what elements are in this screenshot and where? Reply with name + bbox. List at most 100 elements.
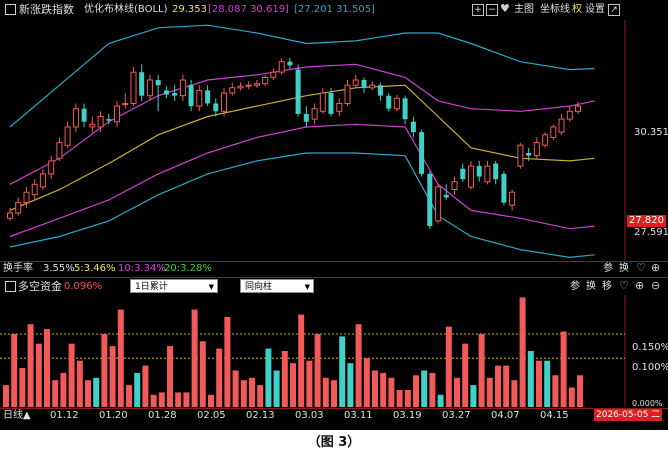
settings-button[interactable]: 设置 bbox=[585, 4, 605, 15]
candle[interactable] bbox=[402, 95, 408, 125]
candle[interactable] bbox=[575, 101, 581, 114]
turnover-zoom-icon[interactable]: ⊕ bbox=[651, 261, 661, 274]
candle[interactable] bbox=[419, 129, 425, 177]
candle[interactable] bbox=[205, 85, 211, 107]
capital-bar[interactable] bbox=[265, 348, 272, 407]
capital-bar[interactable] bbox=[372, 370, 378, 408]
candle[interactable] bbox=[311, 103, 318, 125]
capital-bar[interactable] bbox=[232, 370, 239, 408]
capital-bar[interactable] bbox=[3, 385, 9, 407]
plus-icon[interactable]: + bbox=[472, 4, 484, 16]
candle[interactable] bbox=[427, 171, 433, 229]
candle[interactable] bbox=[393, 94, 400, 112]
candle[interactable] bbox=[509, 189, 516, 211]
candle[interactable] bbox=[97, 111, 104, 133]
capital-bar[interactable] bbox=[413, 375, 419, 407]
capital-bar[interactable] bbox=[396, 390, 403, 407]
capital-bar[interactable] bbox=[331, 380, 337, 407]
candle[interactable] bbox=[386, 93, 392, 112]
capital-bar[interactable] bbox=[281, 351, 288, 407]
candle[interactable] bbox=[377, 82, 383, 101]
capital-bar[interactable] bbox=[93, 377, 100, 407]
turnover-fav-icon[interactable]: ♡ bbox=[636, 261, 646, 274]
capital-bar[interactable] bbox=[421, 370, 428, 408]
capital-bar[interactable] bbox=[560, 331, 567, 408]
candle[interactable] bbox=[295, 64, 301, 117]
candle[interactable] bbox=[196, 85, 203, 112]
candle[interactable] bbox=[262, 74, 269, 87]
capital-bar[interactable] bbox=[454, 377, 460, 407]
capital-bar[interactable] bbox=[68, 343, 75, 407]
rights-button[interactable]: 权 bbox=[572, 4, 582, 15]
capital-bar[interactable] bbox=[11, 334, 18, 407]
capital-zoom-out-icon[interactable]: ⊖ bbox=[651, 279, 661, 292]
capital-bar[interactable] bbox=[240, 380, 247, 407]
candle[interactable] bbox=[361, 77, 367, 94]
capital-bar[interactable] bbox=[199, 341, 206, 407]
capital-bar[interactable] bbox=[52, 380, 59, 407]
capital-bar[interactable] bbox=[290, 363, 296, 407]
candle[interactable] bbox=[188, 80, 194, 112]
candle[interactable] bbox=[460, 163, 466, 182]
turnover-swap-button[interactable]: 换 bbox=[619, 263, 629, 274]
capital-bar[interactable] bbox=[363, 358, 370, 407]
candle[interactable] bbox=[344, 80, 351, 107]
indicator-name[interactable]: 优化布林线(BOLL) bbox=[84, 4, 168, 15]
capital-bar[interactable] bbox=[544, 360, 551, 407]
capital-bar[interactable] bbox=[273, 370, 280, 408]
candle[interactable] bbox=[319, 87, 326, 114]
candle[interactable] bbox=[558, 113, 565, 135]
candle[interactable] bbox=[15, 197, 22, 216]
capital-param-button[interactable]: 参 bbox=[570, 281, 580, 292]
candle[interactable] bbox=[114, 100, 120, 127]
candle[interactable] bbox=[517, 142, 524, 169]
candle[interactable] bbox=[550, 124, 557, 140]
capital-bar[interactable] bbox=[380, 372, 387, 407]
candle[interactable] bbox=[435, 184, 442, 224]
candle[interactable] bbox=[468, 160, 474, 190]
capital-bar[interactable] bbox=[44, 329, 50, 407]
candle[interactable] bbox=[237, 82, 244, 91]
capital-bar[interactable] bbox=[470, 385, 477, 407]
capital-bar[interactable] bbox=[404, 390, 411, 407]
capital-bar[interactable] bbox=[355, 324, 362, 407]
candle[interactable] bbox=[64, 121, 71, 148]
capital-bar[interactable] bbox=[158, 392, 165, 407]
main-chart-button[interactable]: 主图 bbox=[514, 4, 534, 15]
capital-bar[interactable] bbox=[257, 385, 264, 407]
candle[interactable] bbox=[336, 98, 343, 117]
capital-bar[interactable] bbox=[536, 360, 542, 407]
candle[interactable] bbox=[328, 87, 334, 117]
capital-bar[interactable] bbox=[167, 346, 173, 407]
candle[interactable] bbox=[245, 81, 252, 90]
period-select[interactable]: 1日累计 ▼ bbox=[130, 279, 218, 293]
capital-bar[interactable] bbox=[109, 346, 116, 407]
capital-bar[interactable] bbox=[445, 326, 452, 407]
capital-bar[interactable] bbox=[76, 360, 83, 407]
candle[interactable] bbox=[287, 58, 293, 70]
capital-bar[interactable] bbox=[183, 392, 190, 407]
candle[interactable] bbox=[130, 66, 137, 107]
candle[interactable] bbox=[179, 74, 186, 101]
capital-bar[interactable] bbox=[208, 394, 214, 407]
candle[interactable] bbox=[155, 74, 161, 112]
capital-fav-icon[interactable]: ♡ bbox=[619, 279, 629, 292]
capital-zoom-in-icon[interactable]: ⊕ bbox=[635, 279, 645, 292]
candle[interactable] bbox=[451, 176, 458, 195]
capital-bar[interactable] bbox=[191, 309, 198, 407]
candle[interactable] bbox=[81, 103, 87, 127]
candle[interactable] bbox=[303, 106, 309, 127]
capital-bar[interactable] bbox=[142, 365, 149, 407]
candle[interactable] bbox=[106, 113, 112, 125]
capital-bar[interactable] bbox=[306, 360, 313, 407]
capital-bar[interactable] bbox=[495, 365, 501, 407]
capital-bar[interactable] bbox=[35, 343, 42, 407]
candle[interactable] bbox=[213, 98, 219, 117]
candle[interactable] bbox=[501, 171, 507, 206]
capital-panel-toggle-icon[interactable] bbox=[5, 281, 16, 292]
capital-bar[interactable] bbox=[347, 363, 354, 407]
candlestick-chart[interactable] bbox=[0, 20, 668, 260]
candle[interactable] bbox=[542, 132, 549, 148]
capital-bar[interactable] bbox=[126, 385, 132, 407]
capital-bar[interactable] bbox=[577, 375, 583, 407]
